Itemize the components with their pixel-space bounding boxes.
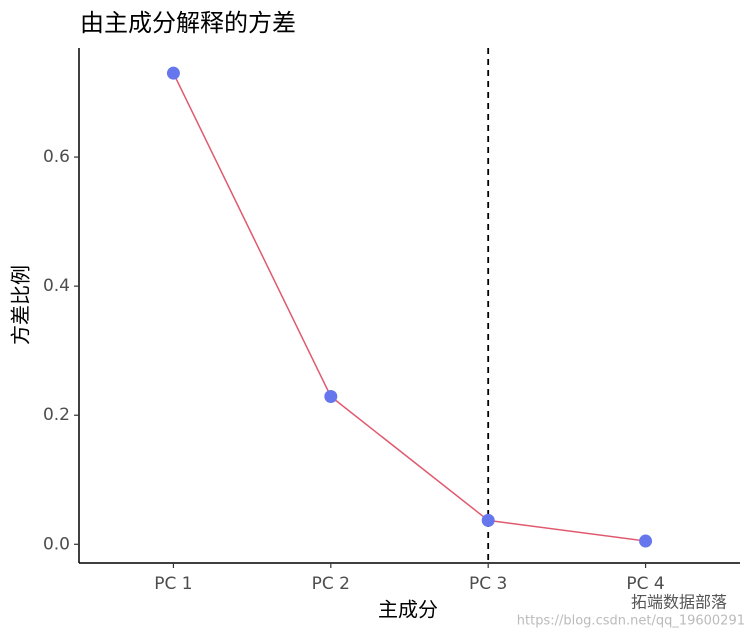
chart-title: 由主成分解释的方差 bbox=[80, 9, 296, 37]
data-point bbox=[166, 66, 180, 80]
x-tick-label: PC 1 bbox=[154, 574, 192, 594]
data-point bbox=[324, 389, 338, 403]
watermark: 拓端数据部落 bbox=[631, 593, 727, 612]
y-tick-label: 0.0 bbox=[43, 534, 70, 554]
series-line bbox=[172, 72, 646, 542]
y-tick-label: 0.6 bbox=[43, 147, 70, 167]
y-tick-label: 0.4 bbox=[43, 276, 70, 296]
data-point bbox=[481, 513, 495, 527]
y-axis-label: 方差比例 bbox=[9, 265, 33, 345]
x-tick-label: PC 2 bbox=[312, 574, 350, 594]
x-tick-label: PC 3 bbox=[469, 574, 507, 594]
x-tick-label: PC 4 bbox=[626, 574, 664, 594]
data-point bbox=[639, 534, 653, 548]
x-axis-label: 主成分 bbox=[378, 598, 438, 622]
watermark: https://blog.csdn.net/qq_19600291 bbox=[517, 614, 745, 629]
y-tick-label: 0.2 bbox=[43, 405, 70, 425]
